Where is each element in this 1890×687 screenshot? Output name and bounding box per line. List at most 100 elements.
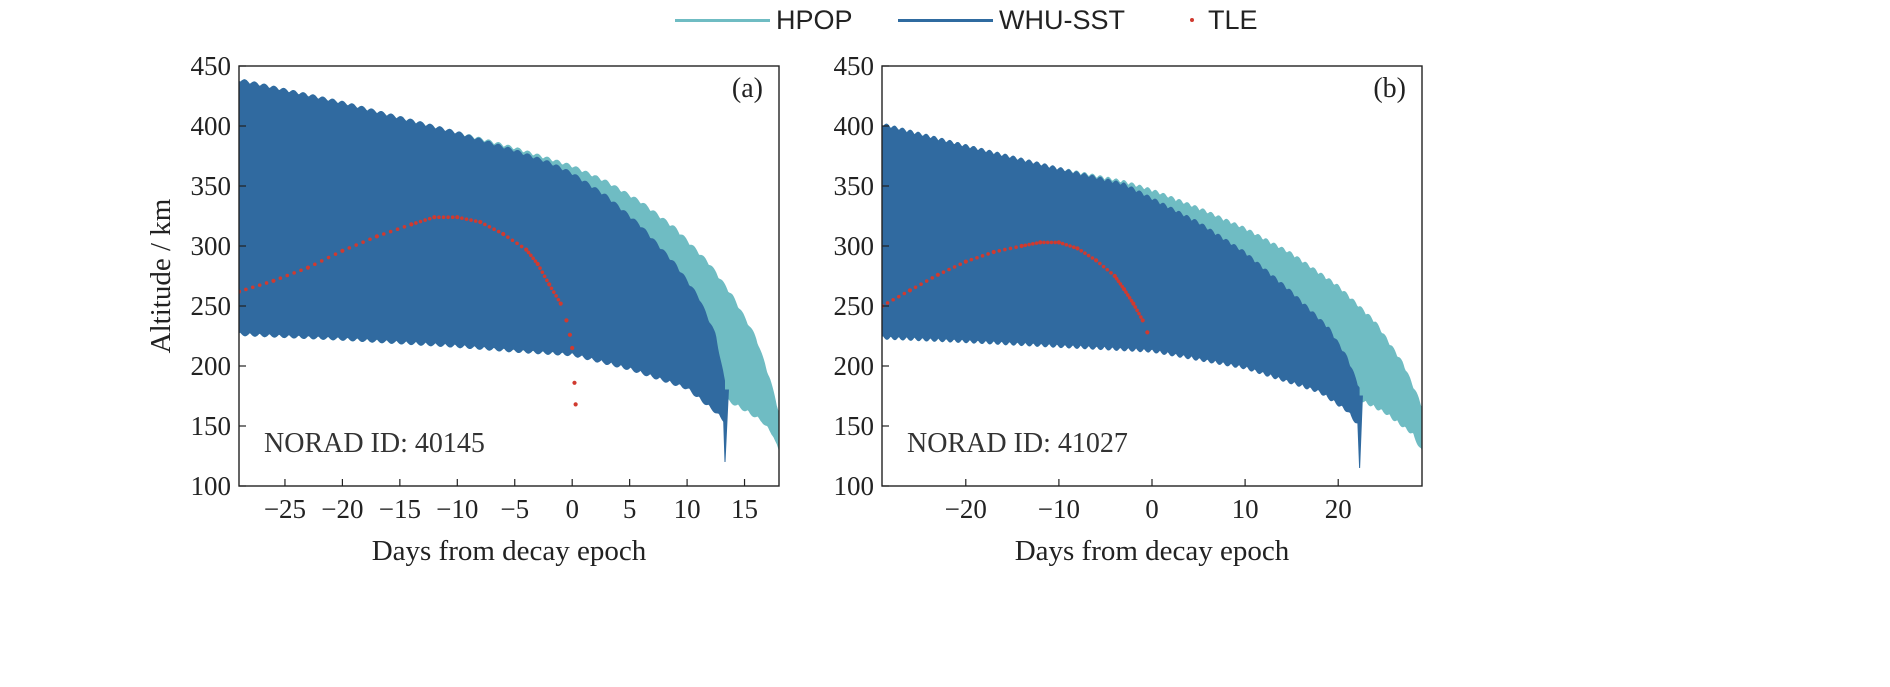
tle-point <box>535 261 540 267</box>
x-tick-label: 5 <box>623 494 637 524</box>
tle-point <box>278 276 283 280</box>
tle-point <box>529 253 533 258</box>
x-tick-label: −20 <box>321 494 363 524</box>
legend-marker-tle <box>1190 18 1194 22</box>
tle-point <box>567 332 572 337</box>
tle-point <box>947 267 951 272</box>
legend-label-tle: TLE <box>1208 4 1258 35</box>
tle-point <box>1086 253 1091 258</box>
plot-area <box>882 123 1422 469</box>
tle-point <box>469 218 473 222</box>
tle-point <box>542 274 547 279</box>
panel-label: (b) <box>1373 73 1406 104</box>
x-tick-label: −5 <box>500 494 529 524</box>
tle-point <box>1023 243 1028 248</box>
y-tick-label: 450 <box>191 51 232 81</box>
tle-point <box>1137 311 1141 316</box>
tle-point <box>526 250 531 255</box>
tle-point <box>496 229 501 234</box>
tle-point <box>515 241 519 246</box>
tle-point <box>333 252 338 256</box>
tle-point <box>432 215 437 220</box>
tle-point <box>414 221 418 225</box>
tle-point <box>1042 240 1046 245</box>
y-tick-label: 150 <box>834 411 875 441</box>
tle-point <box>1031 242 1035 246</box>
tle-point <box>524 247 529 252</box>
tle-point <box>1114 276 1119 281</box>
tle-point <box>1014 245 1018 249</box>
tle-point <box>483 222 487 227</box>
tle-point <box>1116 279 1121 284</box>
tle-point <box>441 215 446 219</box>
tle-point <box>487 225 492 229</box>
tle-point <box>423 218 427 222</box>
legend-item-whu-sst: WHU-SST <box>898 4 1125 36</box>
y-tick-label: 250 <box>834 291 875 321</box>
tle-point <box>340 248 345 253</box>
tle-point <box>460 216 464 220</box>
tle-point <box>564 318 569 323</box>
tle-point <box>1133 305 1138 309</box>
tle-point <box>1071 245 1076 249</box>
tle-point <box>924 279 929 283</box>
tle-point <box>450 215 455 219</box>
tle-point <box>572 380 577 385</box>
tle-series <box>882 240 1150 335</box>
y-tick-label: 400 <box>834 111 875 141</box>
x-axis-label: Days from decay epoch <box>1015 535 1290 567</box>
tle-point <box>533 259 538 263</box>
legend-swatch-hpop <box>675 18 770 22</box>
norad-id-label: NORAD ID: 41027 <box>907 428 1128 459</box>
tle-point <box>1060 241 1065 246</box>
tle-point <box>531 256 535 261</box>
tle-point <box>319 259 324 263</box>
tle-point <box>1019 243 1024 249</box>
x-tick-label: −25 <box>264 494 306 524</box>
tle-point <box>473 219 478 223</box>
tle-point <box>381 232 386 236</box>
tle-point <box>540 270 545 274</box>
tle-point <box>958 262 963 267</box>
whu-sst-band <box>239 79 725 424</box>
y-tick-label: 100 <box>834 471 875 501</box>
tle-point <box>1075 246 1080 251</box>
tle-point <box>902 291 907 296</box>
plot-frame <box>238 65 780 487</box>
tle-point <box>1129 298 1134 303</box>
tle-point <box>437 215 441 219</box>
tle-point <box>919 282 923 286</box>
tle-point <box>374 234 379 239</box>
tle-point <box>354 243 358 247</box>
tle-point <box>271 278 276 283</box>
tle-point <box>1049 240 1054 245</box>
tle-point <box>368 237 372 242</box>
tle-point <box>558 301 563 306</box>
y-tick-label: 450 <box>834 51 875 81</box>
tle-point <box>388 229 393 234</box>
tle-point <box>1105 267 1110 272</box>
whu-sst-tail <box>1356 395 1363 469</box>
tle-point <box>1038 240 1043 245</box>
tle-point <box>299 268 303 273</box>
tle-point <box>913 285 918 290</box>
tle-point <box>427 216 432 221</box>
tle-point <box>446 215 450 219</box>
tle-point <box>952 265 957 269</box>
x-tick-label: 10 <box>1232 494 1259 524</box>
tle-point <box>455 215 460 220</box>
norad-id-label: NORAD ID: 40145 <box>264 428 485 459</box>
x-tick-label: 10 <box>674 494 701 524</box>
tle-point <box>549 286 554 291</box>
tle-point <box>257 283 262 287</box>
tle-point <box>478 219 483 225</box>
legend-item-hpop: HPOP <box>675 4 853 36</box>
tle-series <box>239 215 578 407</box>
tle-point <box>997 249 1002 253</box>
tle-point <box>395 227 400 231</box>
tle-point <box>347 246 352 250</box>
y-tick-label: 250 <box>191 291 232 321</box>
tle-point <box>1003 247 1007 252</box>
tle-point <box>361 240 365 244</box>
